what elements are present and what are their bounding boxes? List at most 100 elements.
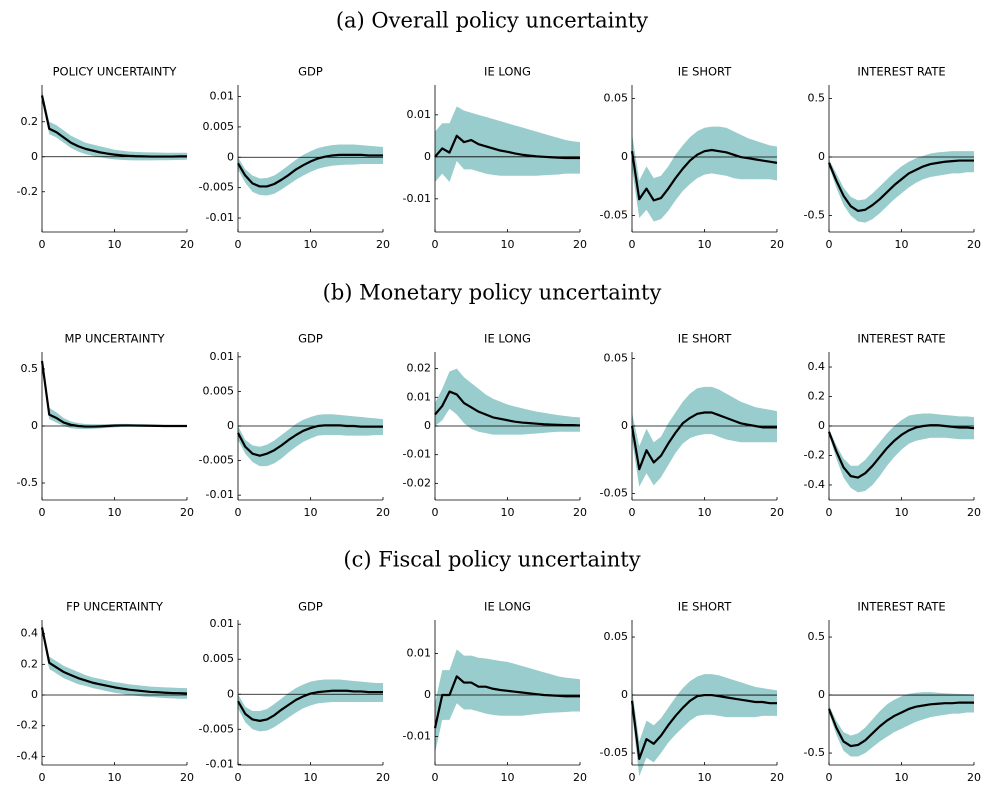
panel-title: (b) Monetary policy uncertainty bbox=[323, 281, 662, 305]
confidence-band bbox=[238, 679, 383, 732]
y-tick-label: 0.01 bbox=[210, 617, 235, 630]
x-tick-label: 20 bbox=[573, 771, 587, 784]
confidence-band bbox=[632, 126, 777, 222]
response-line bbox=[630, 148, 778, 202]
chart-title: IE SHORT bbox=[678, 600, 732, 614]
y-tick-label: 0.5 bbox=[21, 362, 39, 375]
x-tick-label: 0 bbox=[432, 771, 439, 784]
x-tick-label: 0 bbox=[432, 506, 439, 519]
confidence-band bbox=[632, 674, 777, 777]
x-tick-label: 10 bbox=[108, 771, 122, 784]
x-tick-label: 10 bbox=[304, 238, 318, 251]
x-tick-label: 20 bbox=[573, 238, 587, 251]
y-tick-label: 0 bbox=[31, 150, 38, 163]
response-line bbox=[630, 693, 777, 760]
x-tick-label: 10 bbox=[501, 506, 515, 519]
x-tick-label: 10 bbox=[108, 506, 122, 519]
confidence-band bbox=[238, 414, 383, 467]
confidence-band bbox=[42, 357, 187, 430]
x-tick-label: 10 bbox=[501, 238, 515, 251]
y-tick-label: 0 bbox=[621, 150, 628, 163]
y-tick-label: 0.2 bbox=[21, 115, 39, 128]
y-tick-label: 0 bbox=[818, 688, 825, 701]
y-tick-label: 0.05 bbox=[604, 630, 629, 643]
confidence-band bbox=[435, 106, 580, 183]
x-tick-label: 0 bbox=[39, 238, 46, 251]
y-tick-label: -0.005 bbox=[199, 181, 234, 194]
chart-title: POLICY UNCERTAINTY bbox=[53, 65, 178, 79]
response-line bbox=[827, 424, 975, 479]
x-tick-label: 0 bbox=[432, 238, 439, 251]
x-tick-label: 0 bbox=[235, 771, 242, 784]
y-tick-label: 0.05 bbox=[604, 351, 629, 364]
confidence-band bbox=[829, 413, 974, 493]
x-tick-label: 0 bbox=[235, 506, 242, 519]
y-tick-label: 0.4 bbox=[21, 627, 39, 640]
y-tick-label: -0.005 bbox=[199, 722, 234, 735]
y-tick-label: -0.5 bbox=[804, 746, 825, 759]
y-tick-label: -0.01 bbox=[206, 211, 234, 224]
x-tick-label: 20 bbox=[180, 506, 194, 519]
confidence-band bbox=[42, 622, 187, 699]
y-tick-label: -0.2 bbox=[17, 185, 38, 198]
y-tick-label: 0 bbox=[818, 150, 825, 163]
chart-title: INTEREST RATE bbox=[857, 65, 945, 79]
y-tick-label: -0.5 bbox=[17, 476, 38, 489]
response-line bbox=[40, 95, 187, 158]
y-tick-label: 0 bbox=[621, 419, 628, 432]
x-tick-label: 20 bbox=[967, 771, 981, 784]
y-tick-label: 0 bbox=[31, 688, 38, 701]
panel-title: (c) Fiscal policy uncertainty bbox=[343, 548, 640, 572]
response-line bbox=[237, 689, 383, 722]
y-tick-label: -0.02 bbox=[403, 476, 431, 489]
x-tick-label: 0 bbox=[629, 506, 636, 519]
y-tick-label: -0.2 bbox=[804, 448, 825, 461]
x-tick-label: 0 bbox=[629, 771, 636, 784]
y-tick-label: 0 bbox=[621, 688, 628, 701]
chart-title: IE SHORT bbox=[678, 332, 732, 346]
y-tick-label: 0.4 bbox=[808, 360, 826, 373]
y-tick-label: 0.005 bbox=[203, 652, 235, 665]
x-tick-label: 10 bbox=[501, 771, 515, 784]
y-tick-label: 0.01 bbox=[210, 90, 235, 103]
y-tick-label: 0.2 bbox=[21, 657, 39, 670]
chart-title: IE SHORT bbox=[678, 65, 732, 79]
x-tick-label: 20 bbox=[376, 238, 390, 251]
chart-title: GDP bbox=[298, 600, 323, 614]
panel-title: (a) Overall policy uncertainty bbox=[336, 9, 648, 33]
y-tick-label: 0.5 bbox=[808, 630, 826, 643]
y-tick-label: 0 bbox=[227, 687, 234, 700]
x-tick-label: 10 bbox=[698, 506, 712, 519]
y-tick-label: -0.01 bbox=[206, 757, 234, 770]
y-tick-label: 0.02 bbox=[407, 362, 432, 375]
y-tick-label: 0.05 bbox=[604, 91, 629, 104]
x-tick-label: 0 bbox=[629, 238, 636, 251]
chart-title: FP UNCERTAINTY bbox=[66, 600, 164, 614]
y-tick-label: 0.5 bbox=[808, 91, 826, 104]
x-tick-label: 10 bbox=[698, 771, 712, 784]
response-line bbox=[237, 153, 383, 188]
x-tick-label: 0 bbox=[826, 771, 833, 784]
y-tick-label: -0.01 bbox=[403, 448, 431, 461]
y-tick-label: 0.2 bbox=[808, 390, 826, 403]
confidence-band bbox=[435, 368, 580, 435]
chart-title: IE LONG bbox=[484, 332, 531, 346]
x-tick-label: 10 bbox=[698, 238, 712, 251]
y-tick-label: -0.005 bbox=[199, 454, 234, 467]
x-tick-label: 20 bbox=[180, 238, 194, 251]
confidence-band bbox=[829, 151, 974, 223]
y-tick-label: -0.05 bbox=[600, 487, 628, 500]
y-tick-label: -0.01 bbox=[206, 488, 234, 501]
y-tick-label: 0 bbox=[227, 419, 234, 432]
y-tick-label: -0.4 bbox=[804, 478, 825, 491]
response-line bbox=[827, 701, 974, 748]
chart-title: IE LONG bbox=[484, 600, 531, 614]
x-tick-label: 20 bbox=[376, 771, 390, 784]
x-tick-label: 0 bbox=[826, 238, 833, 251]
y-tick-label: 0.01 bbox=[407, 390, 432, 403]
x-tick-label: 20 bbox=[967, 238, 981, 251]
response-line bbox=[237, 424, 383, 457]
x-tick-label: 20 bbox=[770, 238, 784, 251]
x-tick-label: 10 bbox=[304, 506, 318, 519]
